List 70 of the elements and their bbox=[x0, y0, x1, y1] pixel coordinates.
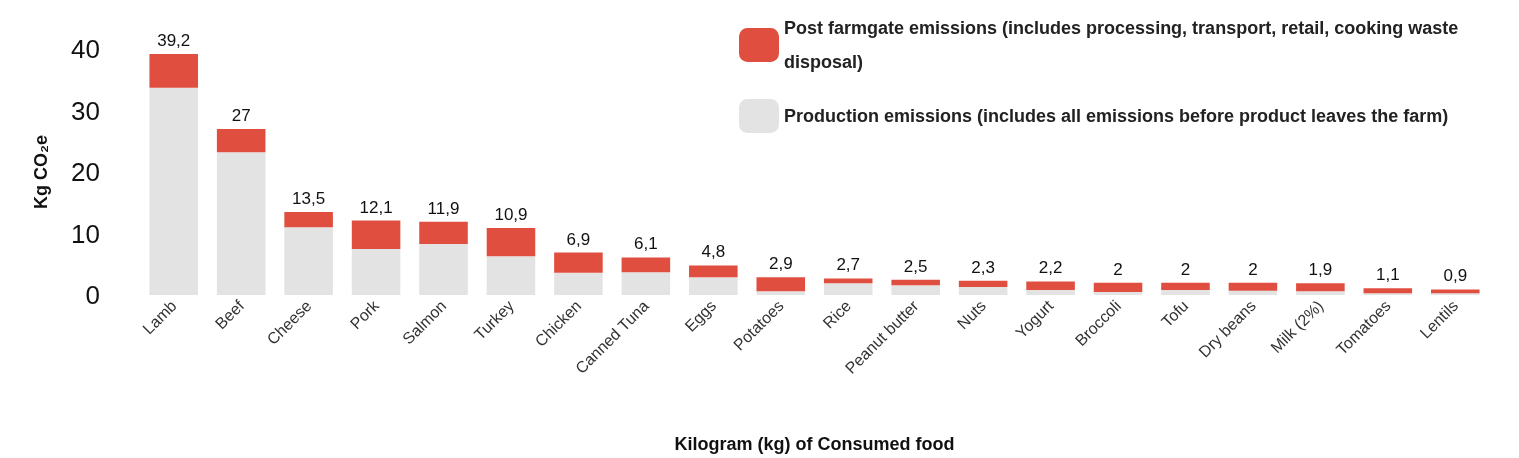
total-label: 2 bbox=[1248, 259, 1258, 279]
total-label: 4,8 bbox=[701, 242, 726, 262]
bar bbox=[284, 227, 333, 295]
bar bbox=[216, 152, 266, 295]
bar bbox=[1363, 288, 1413, 294]
bar bbox=[351, 248, 401, 295]
total-label: 2,5 bbox=[903, 256, 928, 276]
bar bbox=[1161, 290, 1210, 295]
bar bbox=[891, 279, 940, 286]
bar bbox=[1228, 282, 1278, 291]
bar bbox=[756, 291, 806, 295]
total-label: 27 bbox=[231, 105, 251, 125]
bar bbox=[1228, 290, 1278, 295]
bar bbox=[284, 211, 333, 228]
legend-label: Production emissions (includes all emissions before product leaves the farm) bbox=[784, 106, 1449, 126]
bar bbox=[419, 243, 468, 295]
y-tick-label: 20 bbox=[71, 157, 100, 187]
y-axis-title: Kg CO₂e bbox=[31, 134, 51, 210]
x-tick-label: Nuts bbox=[953, 296, 990, 333]
x-axis-title: Kilogram (kg) of Consumed food bbox=[674, 434, 955, 454]
bar bbox=[486, 227, 536, 257]
bar bbox=[1430, 289, 1480, 294]
bar bbox=[1161, 282, 1210, 291]
total-label: 39,2 bbox=[157, 30, 191, 50]
bar bbox=[823, 278, 873, 284]
total-label: 2,9 bbox=[768, 254, 793, 274]
bar bbox=[554, 252, 603, 273]
total-label: 2 bbox=[1180, 259, 1191, 279]
y-tick-label: 30 bbox=[71, 95, 100, 126]
x-tick-label: Rice bbox=[819, 296, 855, 332]
bar bbox=[149, 87, 199, 295]
bar bbox=[554, 272, 603, 295]
total-label: 11,9 bbox=[427, 198, 460, 218]
y-tick-label: 10 bbox=[71, 218, 100, 249]
total-label: 2,2 bbox=[1038, 258, 1063, 278]
total-label: 10,9 bbox=[494, 204, 528, 224]
total-label: 1,9 bbox=[1308, 260, 1333, 280]
total-label: 6,1 bbox=[634, 234, 658, 254]
bar bbox=[1296, 283, 1345, 292]
total-label: 2,3 bbox=[971, 257, 995, 277]
total-label: 13,5 bbox=[292, 188, 326, 208]
bar bbox=[1026, 281, 1075, 291]
bar bbox=[891, 285, 940, 295]
bar bbox=[1296, 291, 1345, 295]
bar bbox=[1093, 282, 1143, 292]
bar bbox=[689, 277, 738, 295]
y-tick-label: 0 bbox=[85, 280, 100, 310]
bar bbox=[621, 272, 671, 295]
bar bbox=[958, 287, 1008, 295]
bar bbox=[621, 257, 671, 273]
bar bbox=[486, 256, 536, 295]
total-label: 12,1 bbox=[359, 197, 393, 217]
total-label: 1,1 bbox=[1376, 265, 1400, 285]
bar bbox=[958, 280, 1008, 288]
total-label: 2 bbox=[1113, 259, 1123, 279]
total-label: 0,9 bbox=[1443, 266, 1468, 286]
bar bbox=[823, 283, 873, 295]
bar bbox=[756, 277, 806, 292]
bar bbox=[1026, 290, 1075, 295]
bar bbox=[419, 221, 468, 244]
bar bbox=[149, 53, 199, 88]
y-tick-label: 40 bbox=[71, 34, 100, 64]
bar bbox=[1093, 291, 1143, 295]
total-label: 6,9 bbox=[566, 229, 591, 249]
bar bbox=[351, 220, 401, 249]
x-tick-label: Tofu bbox=[1158, 296, 1192, 331]
total-label: 2,7 bbox=[836, 255, 861, 275]
legend-label: Post farmgate emissions (includes processing, transport, retail, cooking waste disposal) bbox=[784, 18, 1464, 72]
bar bbox=[689, 265, 738, 278]
bar bbox=[216, 128, 266, 153]
